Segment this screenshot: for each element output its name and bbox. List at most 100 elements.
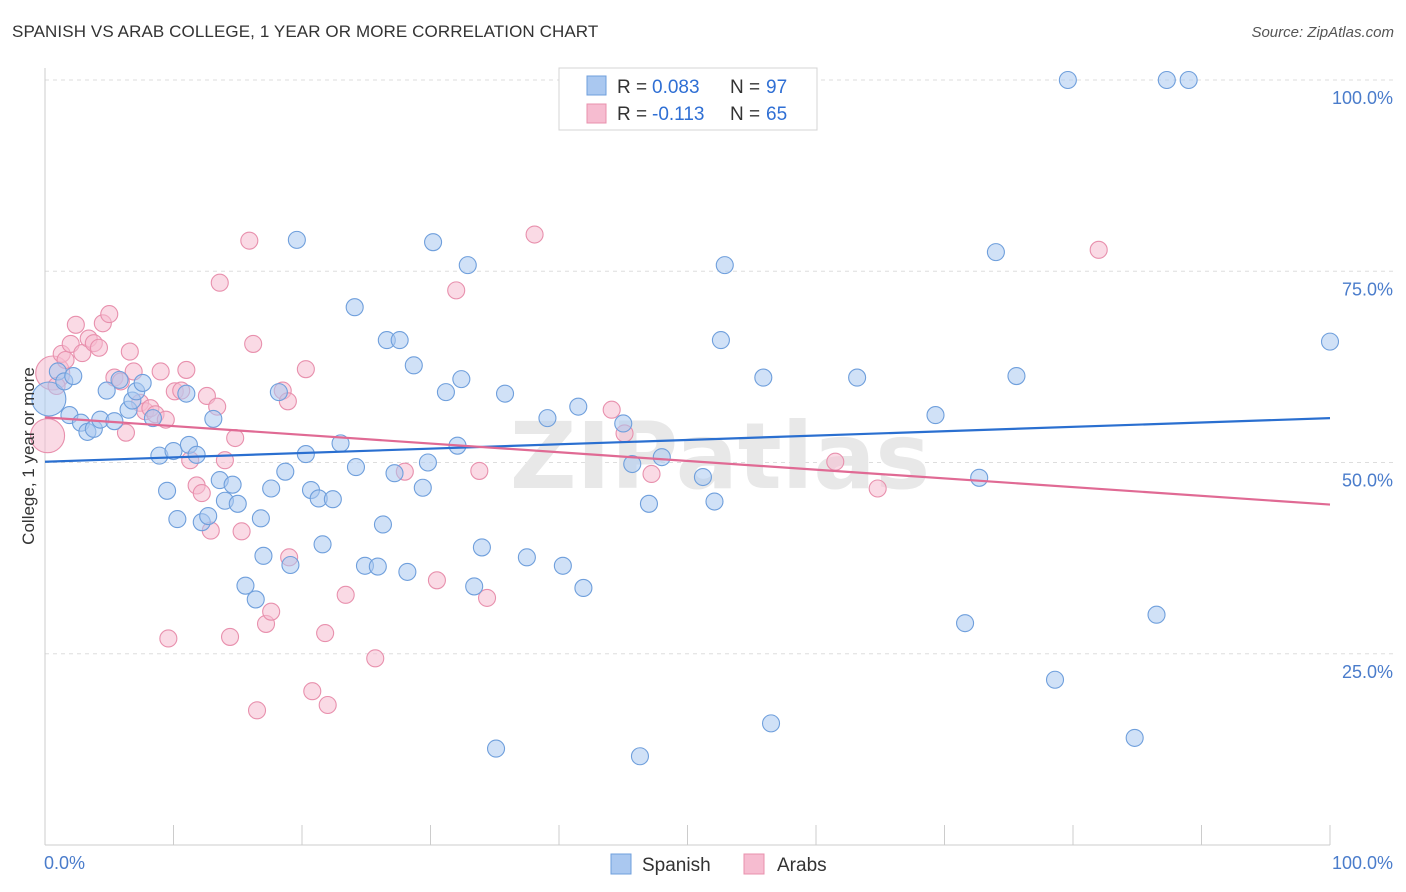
- arabs-point: [244, 334, 263, 353]
- chart-title: SPANISH VS ARAB COLLEGE, 1 YEAR OR MORE …: [12, 22, 599, 41]
- spanish-point: [133, 373, 152, 392]
- spanish-point: [246, 590, 265, 609]
- spanish-point: [970, 468, 989, 487]
- bottom-legend-label-spanish: Spanish: [642, 855, 711, 876]
- arabs-point: [151, 362, 170, 381]
- spanish-point: [424, 233, 443, 252]
- spanish-point: [143, 409, 162, 428]
- spanish-point: [1320, 332, 1340, 351]
- spanish-point: [398, 562, 417, 581]
- series-legend: Spanish Arabs: [610, 853, 827, 876]
- spanish-point: [614, 414, 633, 433]
- spanish-point: [436, 383, 455, 402]
- legend-swatch-arabs: [586, 103, 607, 124]
- y-tick-label: 50.0%: [1342, 471, 1393, 491]
- x-tick-label-max: 100.0%: [1332, 853, 1393, 873]
- spanish-point: [404, 356, 423, 375]
- spanish-point: [848, 368, 867, 387]
- spanish-point: [517, 548, 536, 567]
- spanish-point: [569, 397, 588, 416]
- spanish-point: [623, 454, 642, 474]
- arabs-point: [116, 423, 136, 442]
- spanish-point: [251, 509, 270, 528]
- arabs-point: [215, 451, 234, 470]
- arabs-point: [159, 629, 178, 648]
- arabs-point: [447, 281, 466, 300]
- spanish-point: [574, 578, 593, 598]
- spanish-point: [495, 384, 515, 403]
- stats-legend: R = 0.083 N = 97 R = -0.113 N = 65: [558, 67, 818, 131]
- spanish-point: [228, 494, 247, 513]
- spanish-point: [385, 464, 404, 483]
- spanish-point: [705, 492, 724, 511]
- spanish-point: [281, 555, 300, 575]
- legend-n-label-spanish: N =: [730, 77, 760, 98]
- spanish-point: [262, 479, 281, 498]
- spanish-point: [652, 448, 671, 467]
- legend-r-value-arabs: -0.113: [652, 104, 704, 125]
- arabs-point: [477, 588, 497, 607]
- spanish-point: [276, 462, 295, 481]
- spanish-point: [986, 243, 1005, 262]
- legend-r-label-spanish: R =: [617, 77, 647, 98]
- arabs-point: [366, 649, 385, 668]
- arabs-point: [316, 624, 335, 643]
- spanish-point: [313, 535, 332, 554]
- arabs-point: [1089, 240, 1108, 259]
- spanish-point: [199, 506, 218, 526]
- spanish-point: [204, 409, 223, 428]
- arabs-point: [66, 315, 85, 334]
- y-tick-label: 25.0%: [1342, 662, 1393, 682]
- arabs-point: [642, 464, 661, 484]
- spanish-point: [168, 510, 187, 529]
- arabs-point: [427, 571, 446, 590]
- bottom-legend-swatch-spanish: [610, 853, 632, 875]
- spanish-point: [177, 384, 196, 403]
- legend-n-value-arabs: 65: [766, 104, 787, 125]
- spanish-point: [754, 368, 773, 387]
- legend-swatch-spanish: [586, 75, 607, 96]
- arabs-point: [240, 231, 259, 250]
- bottom-legend-label-arabs: Arabs: [777, 855, 827, 876]
- arabs-point: [89, 338, 109, 357]
- arabs-point: [210, 273, 229, 292]
- watermark: ZIPatlas: [510, 403, 930, 510]
- trend-lines: [44, 416, 1331, 506]
- y-tick-label: 100.0%: [1332, 88, 1393, 108]
- spanish-point: [458, 256, 477, 275]
- spanish-point: [761, 714, 781, 733]
- arabs-point: [30, 418, 66, 454]
- spanish-point: [64, 367, 83, 386]
- arabs-point: [232, 522, 251, 541]
- spanish-point: [164, 441, 183, 461]
- y-axis-title: College, 1 year or more: [19, 367, 38, 545]
- legend-r-label-arabs: R =: [617, 104, 647, 125]
- spanish-point: [715, 256, 734, 275]
- spanish-point: [187, 445, 206, 464]
- spanish-point: [287, 230, 306, 249]
- spanish-point: [486, 739, 506, 758]
- arabs-point: [303, 682, 322, 701]
- arabs-point: [247, 701, 267, 720]
- legend-r-value-spanish: 0.083: [652, 77, 700, 98]
- spanish-point: [538, 409, 557, 428]
- arabs-point: [336, 585, 355, 604]
- spanish-point: [418, 453, 437, 472]
- source-credit: Source: ZipAtlas.com: [1251, 24, 1394, 41]
- spanish-point: [158, 481, 177, 500]
- grid-lines: [45, 79, 1395, 655]
- arabs-point: [226, 428, 245, 448]
- spanish-point: [1157, 70, 1176, 90]
- spanish-point: [223, 475, 242, 494]
- arabs-point: [296, 360, 315, 379]
- spanish-point: [1147, 605, 1166, 624]
- spanish-point: [346, 458, 366, 477]
- y-tick-labels: 25.0% 50.0% 75.0% 100.0%: [1332, 88, 1393, 682]
- spanish-point: [1045, 670, 1065, 689]
- arabs-point: [318, 695, 337, 715]
- spanish-point: [368, 557, 387, 576]
- legend-n-value-spanish: 97: [766, 77, 787, 98]
- arabs-point: [868, 479, 887, 498]
- y-tick-label: 75.0%: [1342, 279, 1393, 299]
